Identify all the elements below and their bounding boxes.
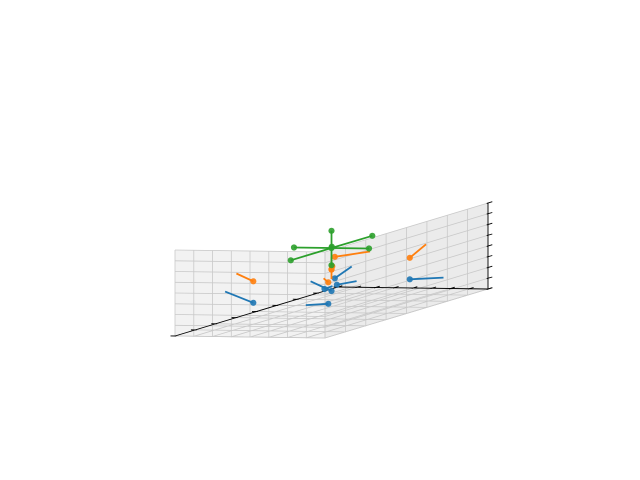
series3-point-8 xyxy=(328,243,335,250)
series3-point-3 xyxy=(369,232,376,239)
z-gridline xyxy=(174,288,489,339)
series3-point-5 xyxy=(290,244,298,251)
series1-point-6 xyxy=(333,281,340,288)
series1-point-5 xyxy=(328,287,335,295)
z-tick xyxy=(486,222,493,226)
series2-point-2 xyxy=(406,254,413,261)
z-tick xyxy=(486,244,493,247)
y-tick xyxy=(374,285,380,289)
y-tick xyxy=(467,287,474,290)
z-gridline xyxy=(174,202,489,253)
series2-point-3 xyxy=(250,278,257,285)
series1-point-3 xyxy=(250,299,257,306)
y-tick xyxy=(355,285,362,289)
z-tick xyxy=(486,255,493,258)
series1-point-2 xyxy=(406,276,413,283)
y-tick xyxy=(449,286,455,290)
series1-arrow-5 xyxy=(310,280,332,292)
series3-arrow-2 xyxy=(290,247,332,262)
series2-arrow-4 xyxy=(334,250,371,258)
axis-ticks xyxy=(170,201,493,337)
z-gridline xyxy=(174,256,489,307)
series3-point-6 xyxy=(328,227,335,234)
series1-arrow-6 xyxy=(336,280,357,286)
z-gridline xyxy=(174,277,489,328)
z-tick xyxy=(486,287,493,290)
z-tick xyxy=(486,201,493,204)
series1-point-1 xyxy=(325,300,332,307)
series3-point-2 xyxy=(287,257,294,264)
y-tick xyxy=(411,286,418,289)
series1-arrow-2 xyxy=(409,276,444,281)
series1-arrow-1 xyxy=(305,302,329,306)
z-gridline xyxy=(174,234,489,285)
series2-arrow-2 xyxy=(409,243,427,259)
z-gridline xyxy=(174,267,489,317)
quiver-marks xyxy=(224,227,444,307)
series1-point-4 xyxy=(331,275,338,282)
series1-arrow-4 xyxy=(334,265,353,280)
series2-point-1 xyxy=(325,279,332,286)
series2-point-4 xyxy=(331,253,338,260)
series3-point-7 xyxy=(328,262,335,269)
series2-arrow-3 xyxy=(236,272,254,283)
series3-arrow-3 xyxy=(331,234,373,249)
z-gridline xyxy=(174,245,489,296)
z-tick xyxy=(486,276,493,280)
z-tick xyxy=(486,265,493,269)
y-tick xyxy=(430,286,437,290)
z-tick xyxy=(486,212,493,215)
series3-point-4 xyxy=(365,245,373,252)
series1-point-7 xyxy=(321,285,328,293)
z-gridline xyxy=(174,224,489,274)
series3-arrow-5 xyxy=(293,246,332,249)
z-tick xyxy=(486,233,493,237)
y-tick xyxy=(392,286,399,289)
z-gridline xyxy=(174,213,489,264)
series1-arrow-3 xyxy=(224,290,254,304)
series3-arrow-4 xyxy=(331,247,370,250)
